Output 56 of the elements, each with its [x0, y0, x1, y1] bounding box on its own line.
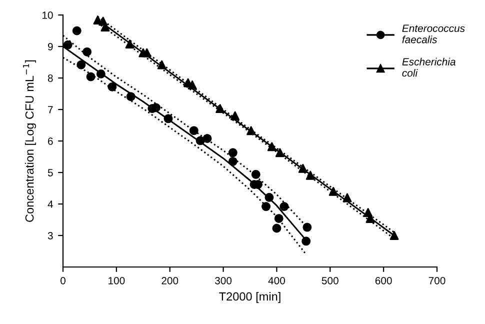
point: [126, 92, 136, 102]
point: [189, 126, 198, 136]
point: [230, 111, 240, 120]
point: [72, 26, 82, 36]
point: [390, 231, 399, 240]
point: [96, 69, 106, 78]
x-tick-label: 100: [108, 276, 125, 284]
point: [251, 170, 260, 179]
y-tick-label: 4: [48, 200, 53, 208]
point: [262, 202, 271, 212]
legend-label: Enterococcus faecalis: [402, 24, 465, 44]
point: [280, 202, 289, 212]
point: [328, 186, 338, 196]
x-tick-label: 200: [162, 276, 178, 284]
point: [196, 136, 205, 146]
x-tick-label: 300: [214, 276, 232, 284]
point: [228, 156, 238, 166]
point: [228, 148, 238, 158]
point: [164, 114, 173, 124]
x-tick-label: 0: [60, 276, 66, 284]
point: [142, 48, 152, 58]
y-tick-label: 9: [48, 43, 53, 50]
x-axis-title: T2000 [min]: [219, 292, 280, 303]
point: [82, 47, 92, 56]
point: [202, 134, 212, 143]
point: [188, 80, 197, 90]
point: [267, 142, 276, 152]
point: [86, 72, 96, 82]
y-tick-label: 3: [48, 232, 53, 240]
point: [264, 192, 274, 202]
x-tick-label: 700: [428, 276, 446, 284]
y-tick-label: 6: [48, 138, 53, 145]
y-tick-label: 8: [48, 74, 53, 82]
point: [246, 126, 256, 136]
point: [157, 60, 166, 70]
x-tick-label: 600: [375, 276, 392, 284]
y-tick-label: 7: [48, 106, 53, 114]
point: [342, 193, 352, 202]
point: [302, 222, 312, 232]
point: [125, 39, 134, 48]
x-tick-label: 500: [322, 276, 338, 284]
x-tick-label: 400: [268, 276, 285, 284]
y-tick-label: 10: [42, 12, 53, 19]
legend-label: Escherichia coli: [402, 58, 456, 77]
point: [63, 40, 72, 50]
y-tick-label: 5: [48, 169, 53, 176]
point: [274, 214, 284, 223]
point: [302, 236, 311, 246]
y-axis-title: Concentration [Log CFU mL$^{−1}$]: [23, 60, 36, 222]
point: [76, 60, 86, 70]
point: [272, 224, 282, 233]
point: [108, 82, 117, 92]
point: [216, 104, 225, 114]
point: [306, 170, 315, 180]
point: [275, 148, 284, 158]
point: [298, 164, 308, 173]
